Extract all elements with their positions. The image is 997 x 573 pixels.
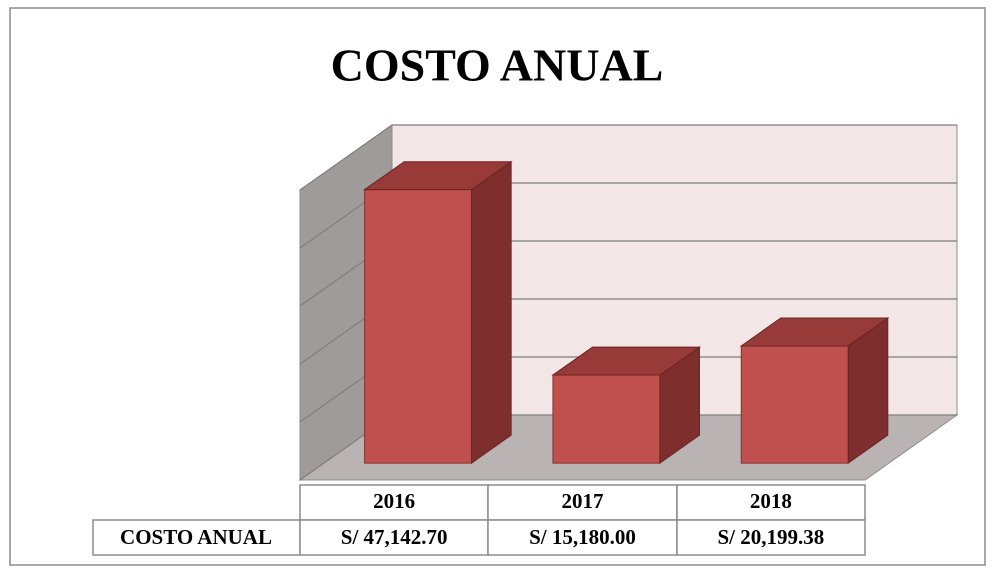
value-label: S/ 15,180.00 xyxy=(529,525,636,549)
table-cell xyxy=(487,519,678,556)
data-table: COSTO ANUAL xyxy=(92,484,866,556)
chart-title: COSTO ANUAL xyxy=(331,40,664,91)
table-cell xyxy=(299,484,489,521)
series-name: COSTO ANUAL xyxy=(120,525,272,549)
value-label: S/ 20,199.38 xyxy=(717,525,824,549)
bar-front xyxy=(552,374,661,464)
table-cell xyxy=(487,484,678,521)
grid-line xyxy=(299,124,957,191)
bar-front xyxy=(364,189,473,464)
value-label: S/ 47,142.70 xyxy=(341,525,448,549)
bar xyxy=(739,317,890,465)
bar-front xyxy=(740,345,849,464)
table-cell xyxy=(299,519,489,556)
table-cell xyxy=(92,519,301,556)
bar xyxy=(363,160,513,465)
bar xyxy=(551,346,702,465)
bar-top xyxy=(363,161,513,191)
x-tick-label: 2017 xyxy=(562,489,604,513)
table-cell xyxy=(676,519,866,556)
bar-top xyxy=(551,346,702,376)
plot-area xyxy=(298,124,959,481)
bar-side xyxy=(471,160,512,465)
bar-top xyxy=(739,317,890,347)
x-tick-label: 2016 xyxy=(373,489,415,513)
x-tick-label: 2018 xyxy=(750,489,792,513)
